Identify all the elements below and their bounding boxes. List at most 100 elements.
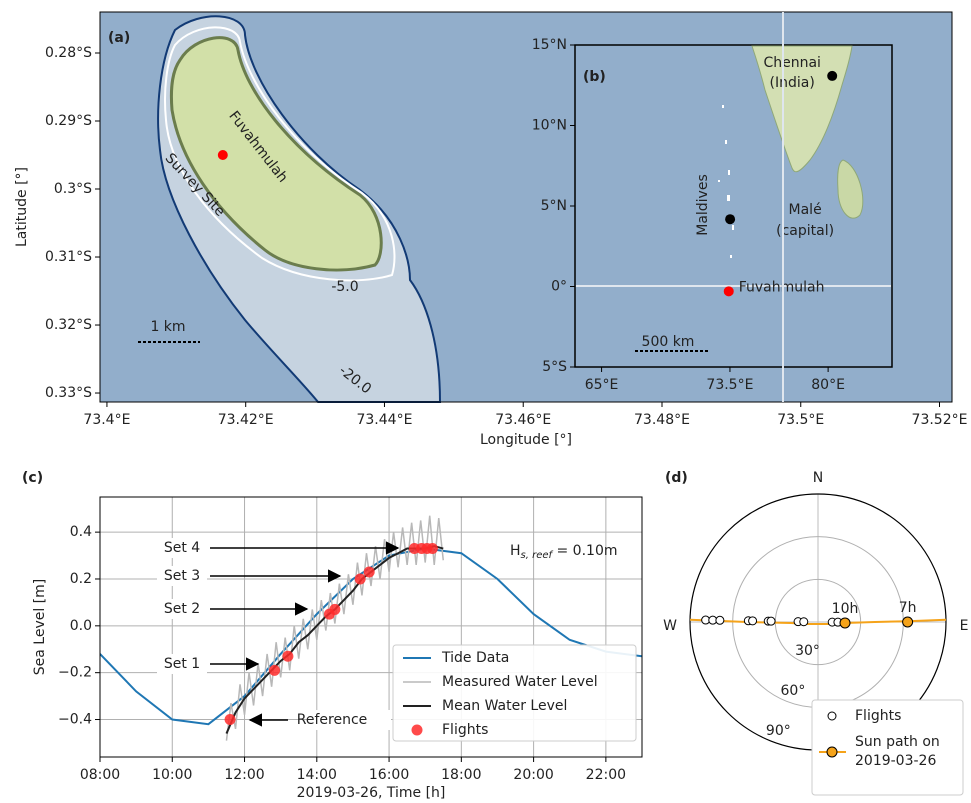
y-tick-label: 0.33°S	[45, 385, 92, 401]
sri-lanka	[837, 159, 864, 219]
x-tick-label: 73.5°E	[777, 412, 824, 428]
flight-marker	[766, 616, 776, 626]
annotation-bg	[157, 654, 207, 674]
flight-marker	[426, 543, 438, 555]
x-tick-label: 73.42°E	[218, 412, 274, 428]
y-tick-label: 0.29°S	[45, 113, 92, 129]
legend-label: Measured Water Level	[442, 674, 598, 690]
annotation: Set 4	[164, 540, 200, 556]
x-tick-label: 73.52°E	[912, 412, 968, 428]
flight-marker	[224, 714, 236, 726]
sun-hour-marker	[839, 617, 851, 629]
location-label: Chennai	[763, 55, 820, 71]
location	[827, 70, 838, 81]
wave-height-label: Hs, reef = 0.10m	[510, 543, 618, 561]
y-tick-label: 0.31°S	[45, 249, 92, 265]
location-label: (capital)	[776, 223, 834, 239]
scale-bar-label: 1 km	[150, 319, 185, 335]
flight-marker	[354, 573, 366, 585]
legend-label: Tide Data	[441, 650, 509, 666]
direction-label: E	[960, 618, 969, 634]
y-tick-label: 15°N	[532, 37, 567, 53]
x-tick-label: 10:00	[152, 767, 192, 783]
wave-height-part: H	[510, 543, 521, 559]
y-axis-label: Latitude [°]	[14, 167, 30, 247]
location	[723, 286, 734, 297]
island	[169, 36, 383, 272]
location-label: Malé	[789, 202, 822, 218]
legend-label: Sun path on	[855, 734, 940, 750]
x-tick-label: 65°E	[585, 377, 619, 393]
y-tick-label: 10°N	[532, 118, 567, 134]
flight-marker	[269, 664, 281, 676]
annotation: Reference	[297, 712, 368, 728]
annotation: Set 3	[164, 568, 200, 584]
y-tick-label: 5°S	[542, 359, 567, 375]
y-tick-label: 0°	[551, 279, 567, 295]
y-tick-label: 0.32°S	[45, 317, 92, 333]
y-tick-label: 0.4	[70, 524, 92, 540]
sun-hour-marker	[902, 616, 914, 628]
flight-marker	[748, 616, 758, 626]
flight-marker	[282, 650, 294, 662]
x-axis-label: 2019-03-26, Time [h]	[297, 785, 446, 801]
polar-tick-label: 90°	[766, 723, 791, 739]
annotation-bg	[157, 599, 207, 619]
direction-label: W	[663, 618, 677, 634]
legend-swatch	[411, 724, 423, 736]
india	[751, 45, 853, 173]
panel-d: 30° 60° 90° N E W (d) 10h 7h Flights Sun path on 20…	[663, 470, 969, 796]
y-tick-label: 0.0	[70, 618, 92, 634]
frame	[99, 496, 643, 758]
panel-label: (a)	[108, 30, 130, 46]
legend-swatch	[827, 711, 837, 721]
wave-height-part: s, reef	[521, 550, 554, 561]
polar-tick-label: 60°	[781, 683, 806, 699]
flight-marker	[363, 566, 375, 578]
legend-label: Flights	[855, 708, 901, 724]
sun-hour-label: 10h	[832, 601, 859, 617]
legend-swatch	[826, 746, 838, 758]
y-tick-label: 0.28°S	[45, 45, 92, 61]
legend-label: Mean Water Level	[442, 698, 567, 714]
shallow-contour	[164, 26, 396, 282]
x-axis-label: Longitude [°]	[480, 432, 572, 448]
x-tick-label: 18:00	[441, 767, 481, 783]
annotation-bg	[157, 566, 207, 586]
location	[725, 214, 736, 225]
panel-label: (b)	[583, 69, 606, 85]
location-label: Fuvahmulah	[739, 279, 825, 295]
series-line	[225, 515, 445, 741]
panel-label: (d)	[665, 470, 688, 486]
annotation-bg	[157, 538, 207, 558]
flight-marker	[799, 617, 809, 627]
x-tick-label: 22:00	[586, 767, 626, 783]
atolls	[718, 105, 734, 258]
x-tick-label: 16:00	[369, 767, 409, 783]
x-tick-label: 73.48°E	[634, 412, 690, 428]
flight-marker	[329, 603, 341, 615]
panel-label: (c)	[22, 470, 43, 486]
legend-box	[392, 644, 637, 742]
x-tick-label: 08:00	[80, 767, 120, 783]
scale-bar-label: 500 km	[642, 334, 695, 350]
survey-site	[217, 150, 228, 161]
polar-tick-label: 30°	[795, 643, 820, 659]
x-tick-label: 73.44°E	[356, 412, 412, 428]
annotation-bg	[307, 710, 391, 730]
y-tick-label: −0.2	[58, 665, 92, 681]
y-tick-label: −0.4	[58, 712, 92, 728]
legend-label: Flights	[442, 722, 488, 738]
location-label: (India)	[770, 75, 815, 91]
annotation: Set 2	[164, 601, 200, 617]
y-axis-label: Sea Level [m]	[32, 579, 48, 676]
legend-box	[811, 699, 964, 796]
inset-ocean	[574, 44, 893, 368]
sun-hour-label: 7h	[899, 600, 917, 616]
contour-label: -5.0	[331, 279, 358, 295]
region-label: Maldives	[695, 174, 711, 236]
direction-label: N	[813, 470, 823, 486]
y-tick-label: 0.2	[70, 571, 92, 587]
x-tick-label: 14:00	[297, 767, 337, 783]
